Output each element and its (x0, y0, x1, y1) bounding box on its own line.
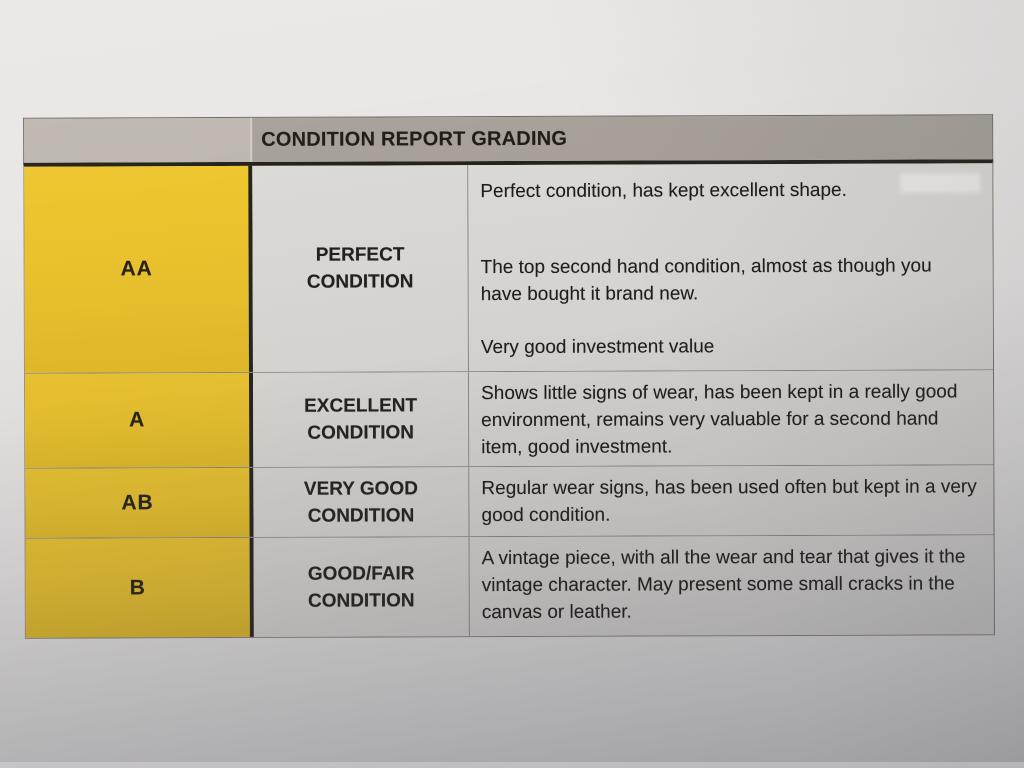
description-cell: Shows little signs of wear, has been kep… (468, 370, 994, 467)
condition-label-line: VERY GOOD (303, 477, 418, 500)
condition-label-line: CONDITION (307, 589, 415, 612)
condition-label-cell: GOOD/FAIR CONDITION (253, 537, 470, 637)
condition-label-cell: PERFECT CONDITION (252, 165, 469, 372)
condition-label-line: EXCELLENT (304, 395, 418, 417)
condition-label-line: PERFECT (315, 244, 405, 266)
description-cell: Regular wear signs, has been used often … (469, 465, 994, 537)
condition-label-cell: EXCELLENT CONDITION (252, 372, 470, 467)
description-paragraph: The top second hand condition, almost as… (480, 255, 932, 306)
table-row-aa: AA PERFECT CONDITION Perfect condition, … (24, 163, 993, 373)
description-cell: A vintage piece, with all the wear and t… (469, 535, 994, 637)
grade-cell: A (24, 372, 254, 468)
condition-grading-table: CONDITION REPORT GRADING AA PERFECT COND… (23, 114, 995, 639)
grade-code: AB (121, 490, 154, 514)
condition-label-line: CONDITION (307, 422, 415, 444)
description-paragraph: Regular wear signs, has been used often … (481, 476, 977, 527)
description-paragraph: A vintage piece, with all the wear and t… (481, 546, 966, 624)
table-row-b: B GOOD/FAIR CONDITION A vintage piece, w… (25, 534, 994, 638)
whiteout-patch (900, 173, 981, 193)
header-empty-cell (24, 117, 253, 163)
grade-code: A (129, 408, 146, 432)
table-title: CONDITION REPORT GRADING (261, 127, 568, 151)
condition-label-cell: VERY GOOD CONDITION (253, 467, 470, 537)
grade-code: AA (120, 257, 153, 281)
description-paragraph: Shows little signs of wear, has been kep… (481, 381, 958, 459)
description-cell: Perfect condition, has kept excellent sh… (468, 163, 993, 372)
table-row-a: A EXCELLENT CONDITION Shows little signs… (24, 369, 994, 468)
grade-code: B (129, 575, 146, 599)
condition-label-line: CONDITION (306, 271, 414, 293)
header-title-cell: CONDITION REPORT GRADING (252, 115, 993, 162)
condition-label-line: CONDITION (307, 504, 415, 527)
photo-bottom-edge-highlight (0, 762, 1024, 768)
description-paragraph: Very good investment value (480, 336, 715, 359)
table-header: CONDITION REPORT GRADING (23, 114, 994, 163)
grade-cell: B (25, 537, 254, 638)
grade-cell: AB (25, 467, 254, 538)
grade-cell: AA (24, 165, 253, 373)
condition-label-line: GOOD/FAIR (307, 562, 415, 585)
table-body: AA PERFECT CONDITION Perfect condition, … (23, 159, 995, 639)
table-row-ab: AB VERY GOOD CONDITION Regular wear sign… (25, 464, 994, 538)
